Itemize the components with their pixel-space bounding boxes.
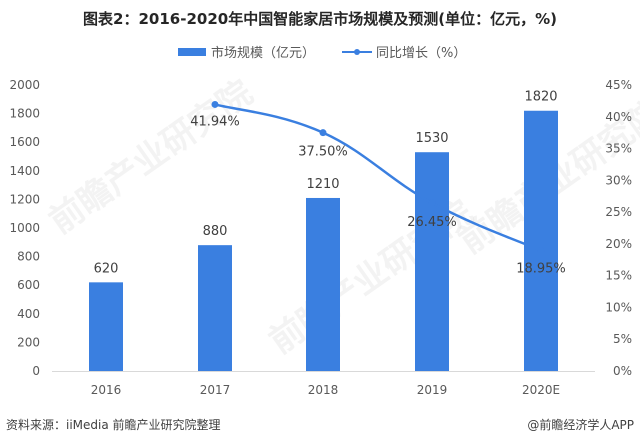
bar xyxy=(89,282,123,371)
y2-axis-tick-label: 15% xyxy=(605,269,632,283)
line-point-marker xyxy=(211,100,219,108)
line-data-label: 37.50% xyxy=(298,145,348,160)
y2-axis-tick-label: 10% xyxy=(605,300,632,314)
bar-data-label: 1530 xyxy=(415,131,448,146)
chart-legend: 市场规模（亿元） 同比增长（%） xyxy=(0,42,640,62)
y-axis-tick-label: 1400 xyxy=(9,164,40,178)
y-axis-tick-label: 1600 xyxy=(9,135,40,149)
x-axis-tick-label: 2017 xyxy=(200,383,231,397)
x-axis-tick-label: 2019 xyxy=(417,383,448,397)
legend-label-growth: 同比增长（%） xyxy=(376,46,467,61)
line-data-label: 41.94% xyxy=(190,114,240,129)
bar-swatch-icon xyxy=(178,47,206,56)
bar xyxy=(524,110,558,372)
y2-axis-tick-label: 30% xyxy=(605,173,632,187)
bar-data-label: 620 xyxy=(94,261,119,276)
line-point-marker xyxy=(428,199,436,207)
legend-item-market-size: 市场规模（亿元） xyxy=(178,42,315,61)
bar xyxy=(415,152,449,371)
line-point-marker xyxy=(537,247,545,255)
y2-axis-tick-label: 0% xyxy=(613,364,632,378)
y-axis-tick-label: 600 xyxy=(17,278,40,292)
x-axis-tick-label: 2016 xyxy=(91,383,122,397)
line-point-marker xyxy=(319,129,327,137)
growth-line xyxy=(214,103,542,252)
bar xyxy=(306,197,340,371)
y-axis-tick-label: 1000 xyxy=(9,221,40,235)
y2-axis-tick-label: 5% xyxy=(613,332,632,346)
y2-axis-tick-label: 45% xyxy=(605,78,632,92)
y2-axis-tick-label: 20% xyxy=(605,237,632,251)
bar-data-label: 1820 xyxy=(524,90,557,105)
y-axis-tick-label: 1800 xyxy=(9,107,40,121)
source-note: 资料来源：iiMedia 前瞻产业研究院整理 xyxy=(6,418,221,432)
y2-axis-tick-label: 40% xyxy=(605,110,632,124)
line-data-label: 18.95% xyxy=(516,262,566,277)
credit-note: @前瞻经济学人APP xyxy=(527,418,634,432)
line-data-label: 26.45% xyxy=(407,215,457,230)
y-axis-tick-label: 200 xyxy=(17,335,40,349)
line-marker-icon xyxy=(342,46,372,58)
bar-data-label: 1210 xyxy=(306,177,339,192)
y-axis-tick-label: 2000 xyxy=(9,78,40,92)
y2-axis-tick-label: 25% xyxy=(605,205,632,219)
y-axis-tick-label: 400 xyxy=(17,307,40,321)
y-axis-tick-label: 1200 xyxy=(9,192,40,206)
y-axis-tick-label: 0 xyxy=(32,364,40,378)
legend-item-growth: 同比增长（%） xyxy=(342,42,466,61)
y2-axis-tick-label: 35% xyxy=(605,142,632,156)
bar xyxy=(198,245,232,371)
bar-data-label: 880 xyxy=(203,224,228,239)
x-axis-tick-label: 2018 xyxy=(308,383,339,397)
y-axis-tick-label: 800 xyxy=(17,250,40,264)
legend-label-market-size: 市场规模（亿元） xyxy=(211,46,316,61)
chart-title: 图表2：2016-2020年中国智能家居市场规模及预测(单位：亿元，%) xyxy=(83,10,557,28)
x-axis-tick-label: 2020E xyxy=(522,383,560,397)
